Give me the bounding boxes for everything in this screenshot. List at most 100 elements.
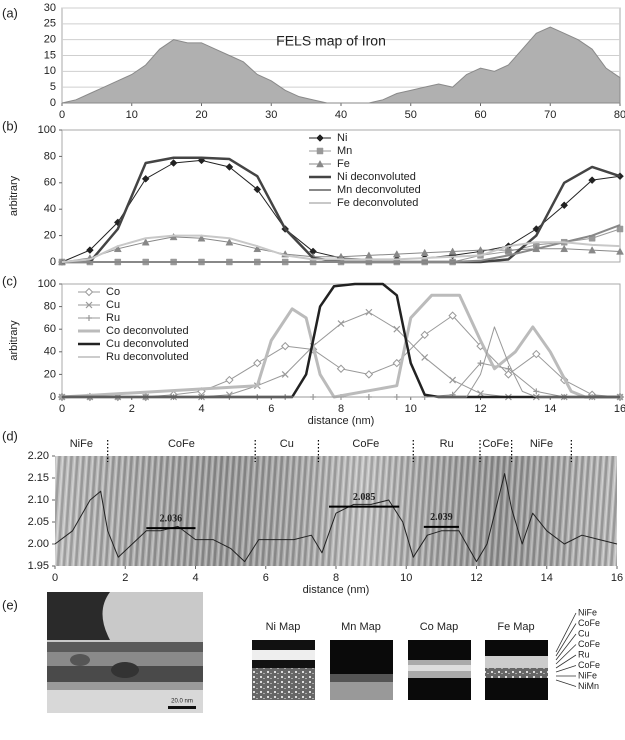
series-line bbox=[62, 326, 620, 398]
panel-label: (e) bbox=[2, 597, 18, 612]
tem-micrograph: 20.0 nm bbox=[47, 592, 203, 713]
region-label: NiFe bbox=[530, 438, 553, 450]
y-tick-label: 5 bbox=[50, 81, 56, 93]
x-tick-label: 10 bbox=[126, 109, 138, 121]
series-line bbox=[61, 234, 621, 263]
legend-label: Ru bbox=[106, 312, 120, 324]
layer-label: NiMn bbox=[578, 681, 599, 691]
data-marker bbox=[169, 159, 178, 167]
x-tick-label: 20 bbox=[195, 109, 207, 121]
data-marker bbox=[476, 246, 485, 254]
data-marker bbox=[365, 308, 373, 316]
map-title: Fe Map bbox=[497, 621, 534, 633]
data-marker bbox=[113, 244, 122, 253]
layer-pointer bbox=[555, 665, 577, 673]
layer-label: CoFe bbox=[578, 618, 600, 628]
x-tick-label: 6 bbox=[263, 572, 269, 584]
x-tick-label: 60 bbox=[474, 109, 486, 121]
x-tick-label: 16 bbox=[614, 403, 625, 415]
data-marker bbox=[560, 201, 569, 210]
legend-label: Cu deconvoluted bbox=[106, 338, 189, 350]
x-tick-label: 0 bbox=[52, 572, 58, 584]
panel-label: (c) bbox=[2, 273, 17, 288]
layer-label: CoFe bbox=[578, 639, 600, 649]
data-marker bbox=[532, 349, 541, 359]
legend-marker bbox=[316, 134, 324, 142]
data-marker bbox=[588, 246, 597, 254]
layer-label: NiFe bbox=[578, 607, 597, 617]
y-tick-label: 0 bbox=[50, 256, 56, 268]
x-tick-label: 14 bbox=[544, 403, 556, 415]
region-label: Ru bbox=[440, 438, 454, 450]
data-marker bbox=[421, 354, 429, 361]
region-label: CoFe bbox=[482, 438, 509, 450]
legend-label: Cu bbox=[106, 299, 120, 311]
legend-label: Ni bbox=[337, 132, 347, 144]
data-marker bbox=[448, 311, 457, 320]
data-marker bbox=[449, 376, 457, 384]
y-tick-label: 60 bbox=[44, 177, 56, 189]
layer-label: Cu bbox=[578, 628, 590, 638]
y-tick-label: 40 bbox=[44, 346, 56, 358]
layer-pointer bbox=[555, 633, 577, 661]
data-marker bbox=[141, 174, 150, 183]
data-marker bbox=[253, 244, 262, 253]
y-axis-label: arbitrary bbox=[8, 320, 20, 361]
map-title: Co Map bbox=[420, 621, 459, 633]
y-tick-label: 20 bbox=[44, 230, 56, 242]
legend-marker bbox=[316, 159, 324, 168]
series-line bbox=[62, 224, 621, 263]
data-marker bbox=[336, 364, 346, 373]
data-marker bbox=[225, 163, 234, 171]
panel-label: (d) bbox=[2, 428, 18, 443]
legend-label: Mn deconvoluted bbox=[337, 184, 421, 196]
layer-pointer bbox=[555, 679, 577, 687]
x-tick-label: 8 bbox=[333, 572, 339, 584]
layer-label: CoFe bbox=[578, 660, 600, 670]
hrtem-shading bbox=[55, 456, 617, 566]
x-tick-label: 8 bbox=[338, 403, 344, 415]
x-axis-label: distance (nm) bbox=[303, 584, 370, 596]
legend-label: Fe deconvoluted bbox=[337, 197, 418, 209]
data-marker bbox=[616, 225, 624, 233]
data-marker bbox=[253, 185, 262, 194]
region-label: CoFe bbox=[352, 438, 379, 450]
legend-marker bbox=[86, 315, 92, 321]
y-axis-label: arbitrary bbox=[8, 175, 20, 216]
x-tick-label: 4 bbox=[198, 403, 204, 415]
x-tick-label: 70 bbox=[544, 109, 556, 121]
x-tick-label: 2 bbox=[122, 572, 128, 584]
y-tick-label: 100 bbox=[38, 278, 56, 290]
map-title: Mn Map bbox=[341, 621, 381, 633]
x-tick-label: 12 bbox=[470, 572, 482, 584]
data-marker bbox=[141, 238, 150, 246]
layer-label: NiFe bbox=[578, 670, 597, 680]
x-tick-label: 6 bbox=[268, 403, 274, 415]
x-tick-label: 10 bbox=[405, 403, 417, 415]
x-tick-label: 30 bbox=[265, 109, 277, 121]
data-marker bbox=[280, 341, 290, 351]
data-marker bbox=[197, 234, 206, 242]
y-tick-label: 2.10 bbox=[28, 494, 49, 506]
y-tick-label: 2.05 bbox=[28, 516, 49, 528]
data-marker bbox=[225, 375, 234, 385]
y-tick-label: 80 bbox=[44, 301, 56, 313]
y-tick-label: 30 bbox=[44, 2, 56, 14]
y-tick-label: 0 bbox=[50, 391, 56, 403]
legend-label: Co bbox=[106, 286, 120, 298]
data-marker bbox=[533, 388, 540, 395]
legend-marker bbox=[84, 287, 94, 297]
layer-pointer bbox=[555, 654, 577, 669]
x-tick-label: 12 bbox=[474, 403, 486, 415]
data-marker bbox=[420, 248, 429, 257]
legend-marker bbox=[316, 147, 324, 155]
y-tick-label: 100 bbox=[38, 124, 56, 136]
legend-label: Ru deconvoluted bbox=[106, 351, 189, 363]
data-marker bbox=[477, 360, 484, 367]
data-marker bbox=[364, 370, 374, 379]
mean-spacing-label: 2.085 bbox=[353, 492, 376, 503]
y-tick-label: 1.95 bbox=[28, 560, 49, 572]
